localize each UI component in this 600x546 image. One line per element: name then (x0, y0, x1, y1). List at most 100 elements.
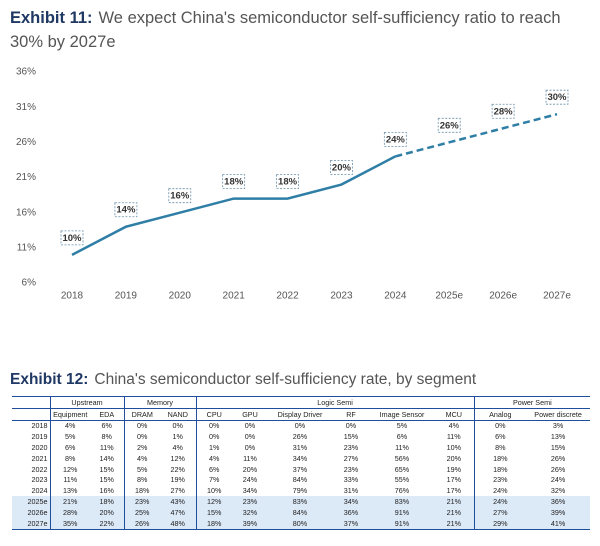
cell: 17% (446, 486, 461, 496)
cell: 6% (473, 431, 527, 443)
cell: 32% (232, 506, 268, 518)
cell: 37% (332, 517, 370, 530)
column-header: GPU (232, 407, 268, 421)
cell: 5% (123, 463, 160, 475)
line (71, 155, 396, 256)
cell: 33% (343, 475, 359, 485)
row: 2026e 28% 20% 25% 47% 15% 32% 84% 36% 91% 21% 27% 39… (12, 506, 591, 518)
cell: 21% (434, 517, 475, 530)
label-box (276, 174, 299, 190)
row: 2019 5% 8% 0% 1% 0% 0% 26% 15% 6% 11% 6% 13% (12, 431, 590, 443)
cell: 0% (123, 431, 160, 443)
cell: 12% (170, 453, 185, 463)
cell: 35% (49, 517, 90, 530)
row-header: 2025e (12, 496, 51, 507)
column-header: DRAM (123, 407, 160, 421)
cell: 4% (195, 452, 232, 464)
x-tick-label: 2027e (543, 291, 571, 302)
cell: 8% (101, 432, 112, 442)
cell: 0% (244, 421, 256, 431)
cell: 0% (345, 421, 357, 431)
cell: 31% (292, 443, 308, 453)
cell: 0% (244, 443, 256, 453)
cell: 0% (172, 421, 183, 431)
cell: 15% (99, 464, 114, 474)
cell: 6% (396, 432, 408, 442)
x-tick-label: 2026e (489, 291, 517, 302)
table-title: Exhibit 12: China's semiconductor self-su… (10, 368, 476, 392)
x-tick-label: 2024 (384, 291, 407, 302)
cell: 24% (473, 485, 527, 497)
cell: 22% (90, 517, 124, 530)
cell: 91% (370, 506, 434, 518)
cell: 11% (446, 432, 461, 442)
corner (12, 396, 50, 409)
cell: 21% (434, 506, 475, 518)
cell: 12% (195, 496, 232, 507)
header-row: Upstream Memory Logic Semi Power Semi (12, 396, 591, 409)
cell: 25% (123, 506, 160, 518)
cell: 3% (552, 421, 564, 431)
label-box (330, 160, 353, 175)
cell: 24% (242, 475, 258, 485)
row-header: 2021 (12, 452, 51, 464)
cell: 4% (172, 443, 183, 453)
cell: 17% (446, 475, 461, 485)
cell: 26% (550, 453, 566, 463)
cell: 13% (49, 485, 90, 497)
cell: 34% (332, 496, 370, 507)
data-label: 14% (116, 205, 136, 216)
cell: 0% (123, 420, 160, 432)
label-box (383, 131, 407, 147)
cell: 23% (343, 443, 359, 453)
cell: 14% (99, 453, 114, 463)
group-header: Power Semi (473, 396, 591, 409)
column-header: Display Driver (268, 407, 332, 421)
column-header: Equipment (49, 407, 90, 421)
cell: 18% (123, 485, 160, 497)
cell: 5% (49, 431, 90, 443)
group-header: Upstream (49, 396, 124, 409)
cell: 34% (242, 486, 258, 496)
cell: 0% (473, 420, 527, 432)
cell: 11% (99, 443, 114, 453)
cell: 80% (268, 517, 332, 530)
data-label: 16% (170, 191, 190, 202)
x-tick-label: 2021 (223, 291, 246, 302)
cell: 10% (195, 485, 232, 497)
cell: 15% (550, 443, 566, 453)
label-box (60, 230, 84, 246)
y-tick-label: 26% (16, 137, 36, 148)
row: 2018 4% 6% 0% 0% 0% 0% 0% 0% 5% 4% 0% 3% (12, 420, 590, 432)
cell: 0% (195, 431, 232, 443)
data-label: 24% (386, 134, 406, 145)
cell: 0% (244, 432, 256, 442)
cell: 23% (232, 496, 268, 507)
cell: 4% (123, 452, 160, 464)
row: 2022 12% 15% 5% 22% 6% 20% 37% 23% 65% 19% 18% 26% (12, 463, 590, 475)
column-header: Power discrete (526, 407, 591, 421)
cell: 23% (123, 496, 160, 507)
data-label: 18% (224, 177, 244, 188)
cell: 21% (434, 496, 475, 507)
y-tick-label: 31% (16, 102, 36, 113)
cell: 11% (243, 453, 257, 463)
cell: 23% (473, 474, 527, 486)
group-header: Memory (123, 396, 196, 409)
cell: 28% (49, 506, 90, 518)
row-header: 2024 (12, 485, 51, 497)
cell: 16% (99, 486, 114, 496)
exhibit-label: Exhibit 12: (10, 371, 89, 388)
cell: 26% (123, 517, 160, 530)
row-header: 2026e (12, 506, 51, 518)
cell: 34% (292, 453, 308, 463)
cell: 36% (332, 506, 370, 518)
exhibit-label: Exhibit 11: (10, 9, 93, 27)
cell: 6% (195, 463, 232, 475)
cell: 2% (123, 442, 160, 453)
cell: 91% (370, 517, 434, 530)
cell: 1% (172, 432, 183, 442)
label-box (545, 89, 569, 105)
cell: 32% (550, 486, 566, 496)
